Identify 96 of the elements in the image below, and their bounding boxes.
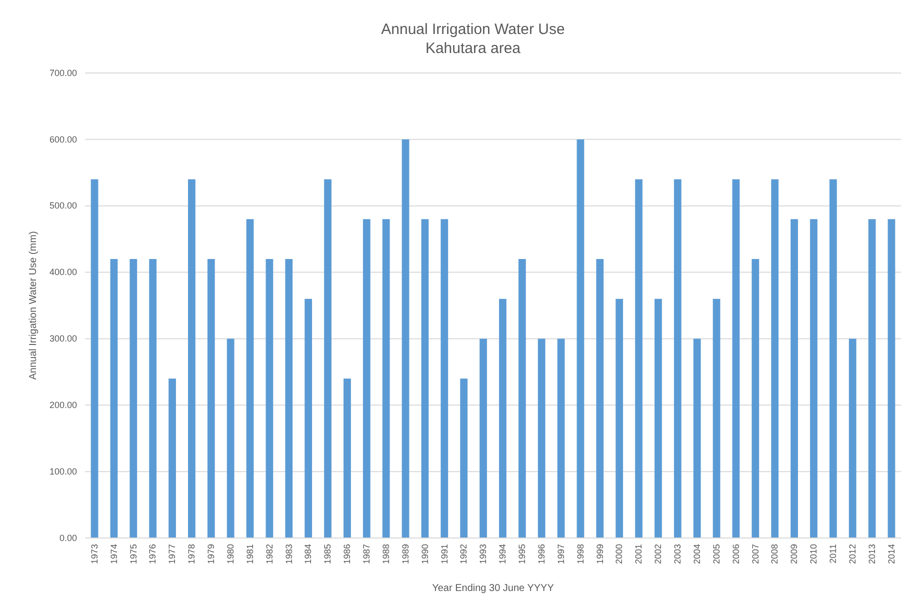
x-tick-label: 1977 bbox=[167, 544, 178, 564]
bar bbox=[829, 179, 837, 538]
x-tick-label: 1988 bbox=[380, 544, 391, 564]
x-tick-label: 2000 bbox=[614, 544, 624, 564]
x-tick-label: 1986 bbox=[342, 544, 352, 564]
x-tick-label: 1997 bbox=[556, 544, 566, 564]
y-tick-label: 400.00 bbox=[49, 267, 77, 278]
bar bbox=[440, 219, 448, 538]
x-tick-label: 2004 bbox=[692, 544, 702, 564]
y-axis-title: Annual Irrigation Water Use (mm) bbox=[28, 231, 39, 380]
y-tick-label: 500.00 bbox=[49, 200, 77, 211]
x-tick-label: 2010 bbox=[808, 544, 819, 564]
y-tick-label: 300.00 bbox=[49, 334, 77, 344]
bar bbox=[518, 259, 526, 538]
x-tick-label: 1987 bbox=[362, 544, 372, 564]
x-tick-label: 1993 bbox=[478, 544, 488, 564]
bar bbox=[635, 179, 642, 538]
y-tick-label: 700.00 bbox=[49, 68, 77, 78]
chart-subtitle: Kahutara area bbox=[425, 40, 522, 57]
x-tick-label: 2011 bbox=[828, 544, 838, 564]
x-tick-label: 1990 bbox=[420, 544, 430, 564]
x-tick-label: 1996 bbox=[536, 544, 546, 564]
x-tick-label: 1975 bbox=[128, 544, 138, 564]
bar bbox=[674, 179, 682, 538]
bar bbox=[576, 139, 584, 538]
bar bbox=[266, 259, 274, 538]
bar bbox=[324, 179, 332, 538]
bar bbox=[285, 259, 293, 538]
x-tick-label: 2002 bbox=[653, 544, 664, 564]
bar bbox=[362, 219, 370, 538]
x-tick-label: 1989 bbox=[400, 544, 410, 564]
bar bbox=[557, 338, 565, 538]
x-tick-label: 1974 bbox=[108, 544, 119, 564]
bar bbox=[207, 259, 215, 538]
bar bbox=[168, 378, 176, 538]
x-tick-label: 2007 bbox=[750, 544, 760, 564]
bar bbox=[149, 259, 157, 538]
bar bbox=[402, 139, 410, 538]
x-tick-label: 1985 bbox=[322, 544, 333, 564]
x-tick-label: 1999 bbox=[594, 544, 605, 564]
x-tick-label: 1983 bbox=[284, 544, 294, 564]
bar bbox=[382, 219, 390, 538]
x-tick-label: 1973 bbox=[89, 544, 100, 564]
bar bbox=[90, 179, 98, 538]
x-tick-label: 1981 bbox=[244, 544, 255, 564]
y-tick-label: 600.00 bbox=[49, 134, 77, 144]
bar bbox=[304, 298, 312, 538]
bar bbox=[188, 179, 196, 538]
bar bbox=[130, 259, 138, 538]
bar bbox=[499, 298, 506, 538]
bar bbox=[732, 179, 740, 538]
bar bbox=[868, 219, 876, 538]
x-tick-label: 1980 bbox=[225, 544, 236, 564]
x-tick-label: 1978 bbox=[186, 544, 197, 564]
x-tick-label: 2014 bbox=[886, 544, 896, 564]
y-tick-label: 200.00 bbox=[49, 400, 77, 410]
bar bbox=[654, 298, 662, 538]
bar bbox=[848, 338, 856, 538]
bar bbox=[596, 259, 604, 538]
x-tick-label: 1982 bbox=[264, 544, 274, 564]
x-tick-label: 2003 bbox=[672, 544, 683, 564]
x-tick-label: 2006 bbox=[730, 544, 741, 564]
x-tick-label: 1991 bbox=[439, 544, 450, 564]
x-axis-title: Year Ending 30 June YYYY bbox=[432, 583, 554, 594]
x-tick-label: 1995 bbox=[517, 544, 528, 564]
bar bbox=[344, 378, 351, 538]
x-tick-label: 1984 bbox=[303, 544, 314, 564]
bar bbox=[888, 219, 896, 538]
bar bbox=[421, 219, 429, 538]
x-tick-label: 2005 bbox=[711, 544, 722, 564]
chart-title: Annual Irrigation Water Use bbox=[381, 21, 565, 38]
x-tick-label: 1998 bbox=[575, 544, 586, 564]
bar bbox=[538, 338, 546, 538]
x-tick-label: 2013 bbox=[866, 544, 877, 564]
bar bbox=[616, 298, 624, 538]
x-tick-label: 1992 bbox=[458, 544, 469, 564]
x-tick-label: 2008 bbox=[770, 544, 780, 564]
bar bbox=[226, 338, 234, 538]
bar bbox=[460, 378, 468, 538]
bar bbox=[752, 259, 760, 538]
y-tick-label: 100.00 bbox=[49, 466, 77, 476]
bar bbox=[480, 338, 487, 538]
x-tick-label: 2009 bbox=[789, 544, 800, 564]
x-tick-label: 1994 bbox=[498, 544, 508, 564]
bar bbox=[246, 219, 254, 538]
bar bbox=[110, 259, 118, 538]
x-tick-label: 1979 bbox=[206, 544, 216, 564]
bar bbox=[771, 179, 779, 538]
x-tick-label: 2001 bbox=[634, 544, 644, 564]
bar bbox=[712, 298, 720, 538]
x-tick-label: 2012 bbox=[847, 544, 858, 564]
y-tick-label: 0.00 bbox=[59, 532, 77, 543]
bar bbox=[693, 338, 701, 538]
bar bbox=[790, 219, 798, 538]
bar bbox=[810, 219, 818, 538]
x-tick-label: 1976 bbox=[148, 544, 158, 564]
